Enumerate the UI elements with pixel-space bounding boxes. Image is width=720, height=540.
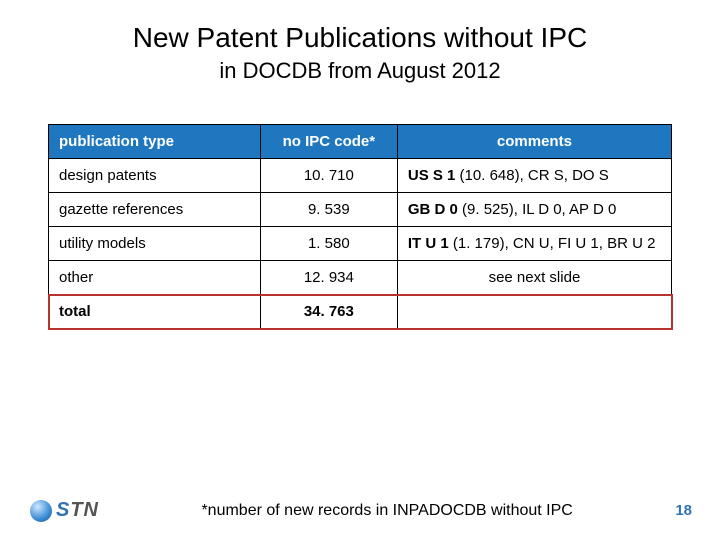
- cell-pubtype: other: [49, 261, 261, 295]
- cell-ipc: 1. 580: [260, 227, 397, 261]
- cell-comments: see next slide: [397, 261, 671, 295]
- cell-comments: US S 1 (10. 648), CR S, DO S: [397, 159, 671, 193]
- data-table: publication type no IPC code* comments d…: [48, 124, 672, 329]
- page-title: New Patent Publications without IPC: [0, 22, 720, 54]
- table-row: utility models 1. 580 IT U 1 (1. 179), C…: [49, 227, 672, 261]
- logo-text: STN: [56, 499, 99, 522]
- cell-comments: IT U 1 (1. 179), CN U, FI U 1, BR U 2: [397, 227, 671, 261]
- col-header-ipc: no IPC code*: [260, 125, 397, 159]
- cell-total-label: total: [49, 295, 261, 329]
- col-header-comments: comments: [397, 125, 671, 159]
- page-number: 18: [675, 502, 692, 519]
- cell-ipc: 10. 710: [260, 159, 397, 193]
- page-subtitle: in DOCDB from August 2012: [0, 58, 720, 84]
- cell-pubtype: utility models: [49, 227, 261, 261]
- cell-ipc: 12. 934: [260, 261, 397, 295]
- cell-total-empty: [397, 295, 671, 329]
- logo: STN: [30, 499, 99, 522]
- table-row: gazette references 9. 539 GB D 0 (9. 525…: [49, 193, 672, 227]
- cell-comments: GB D 0 (9. 525), IL D 0, AP D 0: [397, 193, 671, 227]
- cell-pubtype: gazette references: [49, 193, 261, 227]
- cell-ipc: 9. 539: [260, 193, 397, 227]
- cell-total-value: 34. 763: [260, 295, 397, 329]
- col-header-pubtype: publication type: [49, 125, 261, 159]
- footnote: *number of new records in INPADOCDB with…: [99, 502, 675, 520]
- cell-pubtype: design patents: [49, 159, 261, 193]
- table-row: design patents 10. 710 US S 1 (10. 648),…: [49, 159, 672, 193]
- table-row-total: total 34. 763: [49, 295, 672, 329]
- globe-icon: [30, 500, 52, 522]
- table-row: other 12. 934 see next slide: [49, 261, 672, 295]
- footer: STN *number of new records in INPADOCDB …: [0, 499, 720, 522]
